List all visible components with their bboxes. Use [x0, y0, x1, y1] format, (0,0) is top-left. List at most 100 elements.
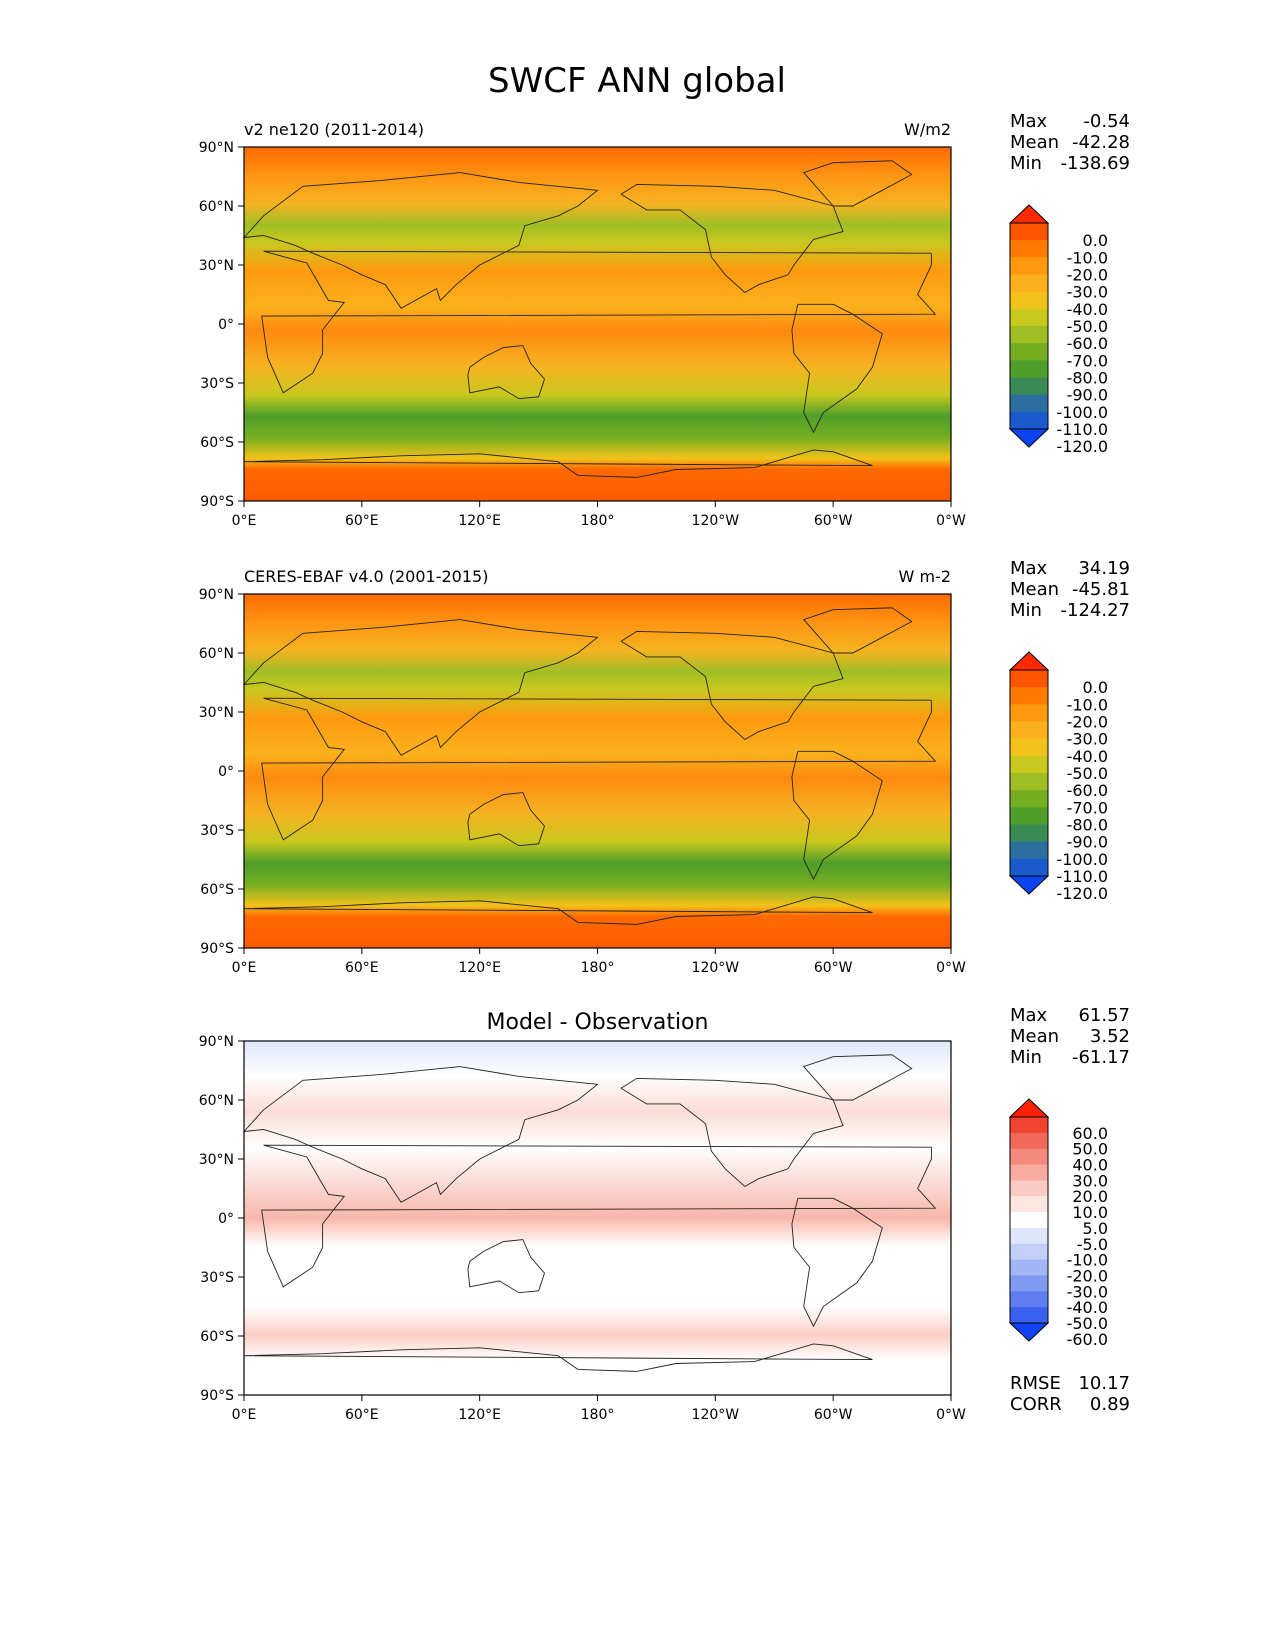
lon-tick-label: 180° — [581, 1407, 615, 1423]
lat-tick-label: 60°S — [200, 1329, 234, 1345]
lat-tick-label: 60°S — [200, 882, 234, 898]
colorbar-label: -5.0 — [1077, 1235, 1108, 1254]
colorbar-swatch — [1010, 1259, 1048, 1277]
panel-title-center: Model - Observation — [487, 1010, 709, 1035]
coastline — [802, 607, 913, 654]
lon-tick-label: 0°E — [232, 513, 257, 529]
colorbar-label: 5.0 — [1083, 1219, 1108, 1238]
lon-tick-label: 180° — [581, 513, 615, 529]
colorbar-swatch — [1010, 1275, 1048, 1292]
colorbar-label: -100.0 — [1056, 403, 1108, 422]
lon-tick-label: 120°E — [458, 1407, 501, 1423]
colorbar-swatch — [1010, 841, 1048, 860]
lon-tick-label: 120°E — [458, 960, 501, 976]
coastline — [242, 172, 599, 309]
stat-value: 0.89 — [1090, 1394, 1130, 1415]
colorbar-swatch — [1010, 824, 1048, 843]
colorbar-swatch — [1010, 360, 1048, 379]
stat-value: 10.17 — [1078, 1373, 1130, 1394]
coastline — [802, 160, 913, 207]
colorbar-label: -120.0 — [1056, 884, 1108, 903]
colorbar-swatch — [1010, 1243, 1048, 1261]
colorbar-swatch — [1010, 670, 1048, 688]
stat-value: 61.57 — [1078, 1005, 1130, 1026]
colorbar-swatch — [1010, 274, 1048, 293]
stat-value: 3.52 — [1090, 1026, 1130, 1047]
coastline — [261, 697, 937, 841]
colorbar-label: -90.0 — [1067, 386, 1108, 405]
colorbar-swatch — [1010, 773, 1048, 791]
colorbar-swatch — [1010, 1117, 1048, 1134]
stat-value: 34.19 — [1078, 558, 1130, 579]
colorbar-swatch — [1010, 343, 1048, 361]
lat-tick-label: 60°N — [199, 1093, 234, 1109]
coastline — [261, 1144, 937, 1288]
panel-units: W/m2 — [904, 120, 951, 139]
colorbar-label: -90.0 — [1067, 833, 1108, 852]
panel-observation: CERES-EBAF v4.0 (2001-2015) W m-2 90°N 60°N… — [199, 558, 1130, 976]
coastline — [620, 183, 844, 294]
colorbar-swatch — [1010, 1307, 1048, 1324]
colorbar-swatch — [1010, 687, 1048, 705]
lat-tick-label: 30°S — [200, 823, 234, 839]
colorbar-swatch — [1010, 223, 1048, 241]
stat-label: Max — [1010, 558, 1048, 579]
lat-tick-label: 30°S — [200, 1270, 234, 1286]
panel-model: v2 ne120 (2011-2014) W/m2 90°N 60°N 30°N 0° 30… — [199, 111, 1130, 529]
colorbar-swatch — [1010, 394, 1048, 413]
lat-tick-label: 90°S — [200, 494, 234, 510]
colorbar-label: -40.0 — [1067, 1298, 1108, 1317]
lon-tick-label: 120°W — [692, 960, 740, 976]
map-field — [244, 594, 951, 948]
colorbar-swatch — [1010, 858, 1048, 877]
colorbar-label: -40.0 — [1067, 300, 1108, 319]
colorbar-swatch — [1010, 704, 1048, 723]
colorbar-label: -50.0 — [1067, 764, 1108, 783]
colorbar-label: -10.0 — [1067, 695, 1108, 714]
colorbar-label: -20.0 — [1067, 1266, 1108, 1285]
lon-tick-label: 0°W — [936, 1407, 966, 1423]
colorbar-label: -70.0 — [1067, 798, 1108, 817]
lat-tick-label: 30°N — [199, 258, 234, 274]
colorbar-label: -80.0 — [1067, 816, 1108, 835]
lon-tick-label: 120°E — [458, 513, 501, 529]
stat-label: Min — [1010, 600, 1042, 621]
lat-tick-label: 0° — [218, 764, 234, 780]
colorbar-label: 40.0 — [1072, 1156, 1108, 1175]
colorbar-swatch — [1010, 1196, 1048, 1213]
colorbar-swatch — [1010, 1180, 1048, 1197]
colorbar-swatch — [1010, 308, 1048, 327]
lat-tick-label: 90°N — [199, 140, 234, 156]
figure-title: SWCF ANN global — [488, 61, 786, 101]
lat-tick-label: 90°N — [199, 1034, 234, 1050]
colorbar-label: 50.0 — [1072, 1140, 1108, 1159]
colorbar-extend-bottom — [1008, 875, 1050, 895]
stat-value: -42.28 — [1072, 132, 1130, 153]
colorbar-label: -60.0 — [1067, 334, 1108, 353]
panel-difference: Model - Observation 90°N 60°N 30°N 0° 30°S 60°… — [199, 1005, 1130, 1423]
lon-tick-label: 60°E — [345, 1407, 379, 1423]
colorbar-swatch — [1010, 738, 1048, 757]
colorbar-swatch — [1010, 240, 1048, 258]
coastline — [242, 1066, 599, 1203]
lon-tick-label: 0°W — [936, 513, 966, 529]
colorbar-label: -50.0 — [1067, 1314, 1108, 1333]
coastline — [243, 896, 873, 925]
lon-tick-label: 60°W — [814, 960, 853, 976]
stat-label: Min — [1010, 153, 1042, 174]
lon-tick-label: 60°W — [814, 1407, 853, 1423]
stat-value: -0.54 — [1083, 111, 1130, 132]
colorbar-swatch — [1010, 755, 1048, 774]
coastline — [791, 750, 883, 881]
lat-tick-label: 90°S — [200, 1388, 234, 1404]
panel-title-left: v2 ne120 (2011-2014) — [244, 120, 424, 139]
coastline — [791, 1197, 883, 1328]
lon-tick-label: 120°W — [692, 513, 740, 529]
colorbar-label: 0.0 — [1083, 231, 1108, 250]
stat-label: Min — [1010, 1047, 1042, 1068]
lon-tick-label: 180° — [581, 960, 615, 976]
colorbar-swatch — [1010, 1132, 1048, 1150]
colorbar-label: 20.0 — [1072, 1187, 1108, 1206]
panel-title-left: CERES-EBAF v4.0 (2001-2015) — [244, 567, 488, 586]
